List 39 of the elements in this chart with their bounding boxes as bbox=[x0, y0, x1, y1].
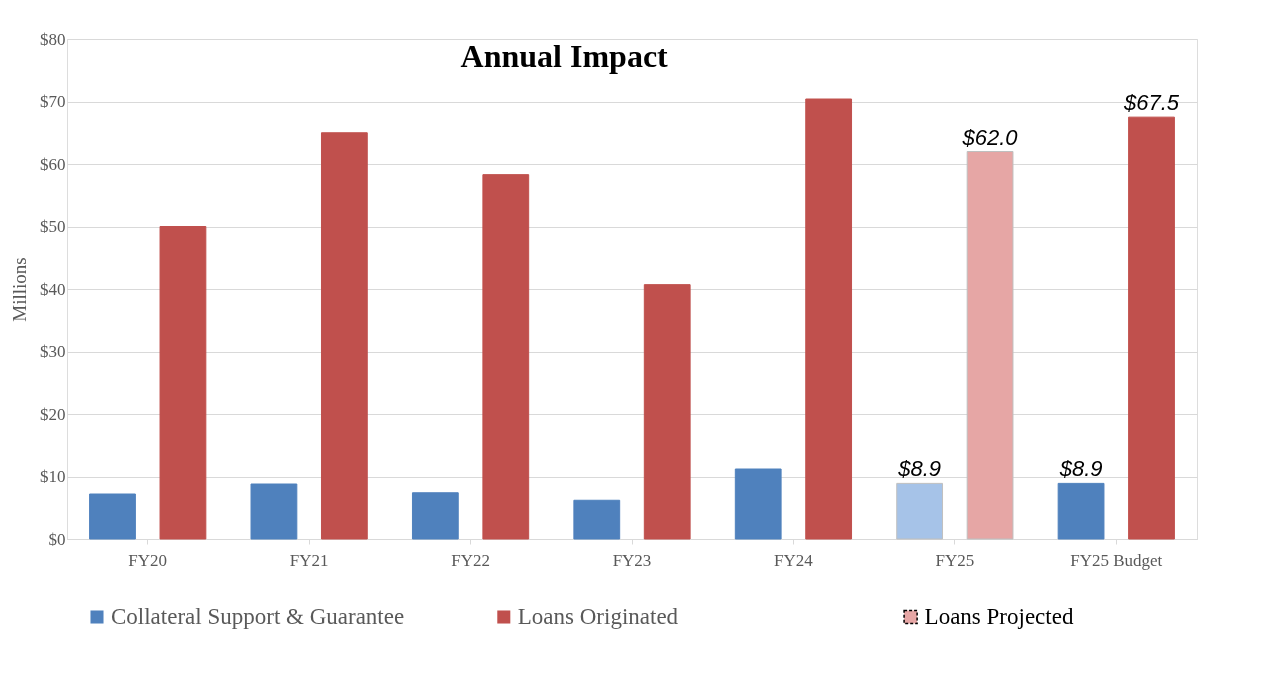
bar bbox=[411, 492, 459, 540]
bar bbox=[734, 468, 782, 540]
x-tick-label: FY21 bbox=[289, 550, 329, 570]
data-label: $8.9 bbox=[897, 456, 942, 482]
text: Loans Projected bbox=[924, 604, 1074, 629]
bar bbox=[159, 226, 207, 540]
bar bbox=[482, 174, 530, 540]
bar bbox=[896, 482, 944, 540]
bar bbox=[1128, 116, 1175, 540]
bar bbox=[573, 499, 621, 540]
x-tick-label: FY23 bbox=[612, 550, 652, 570]
x-tick-label: FY25 bbox=[935, 550, 975, 570]
x-tick-label: FY20 bbox=[128, 550, 168, 570]
y-tick-label: $0 bbox=[48, 529, 66, 549]
data-label: $8.9 bbox=[1058, 456, 1103, 482]
chart-title: Annual Impact bbox=[460, 38, 669, 74]
y-tick-label: $10 bbox=[40, 467, 66, 486]
data-label: $67.5 bbox=[1122, 90, 1180, 116]
x-tick-label: FY22 bbox=[451, 550, 490, 570]
x-tick-label: FY24 bbox=[774, 550, 814, 570]
y-axis-title: Millions bbox=[9, 257, 30, 322]
x-tick-label: FY25 Budget bbox=[1070, 550, 1163, 570]
legend-label: Loans Originated bbox=[517, 604, 679, 629]
bar bbox=[1057, 482, 1105, 540]
y-tick-label: $40 bbox=[40, 279, 66, 299]
y-tick-label: $30 bbox=[40, 342, 66, 361]
bar bbox=[320, 132, 368, 540]
bar bbox=[643, 284, 691, 540]
y-tick-label: $50 bbox=[40, 217, 66, 236]
bar bbox=[250, 483, 298, 540]
bar bbox=[89, 493, 136, 540]
legend-label: Collateral Support & Guarantee bbox=[111, 604, 405, 629]
bar bbox=[966, 151, 1014, 540]
y-tick-label: $80 bbox=[40, 29, 66, 49]
data-label: $62.0 bbox=[961, 124, 1019, 150]
y-tick-label: $20 bbox=[40, 404, 66, 424]
bar bbox=[805, 98, 853, 540]
y-tick-label: $70 bbox=[40, 92, 66, 111]
y-tick-label: $60 bbox=[40, 154, 66, 174]
